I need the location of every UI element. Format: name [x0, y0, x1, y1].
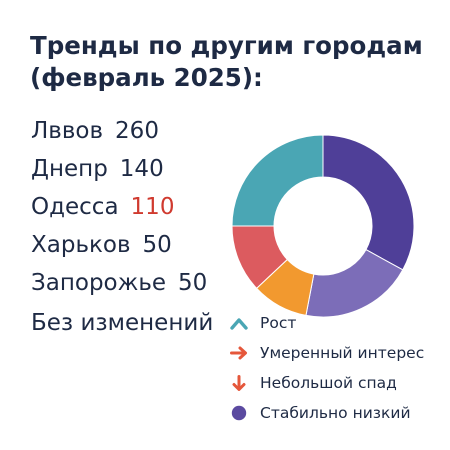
legend-item-decline: Небольшой спад [230, 368, 445, 398]
legend: Рост Умеренный интерес Небольшой спад Ст… [230, 308, 445, 428]
city-name: Лввов [31, 118, 104, 144]
city-name: Запорожье [31, 270, 167, 296]
arrow-right-icon [230, 346, 247, 360]
legend-label: Умеренный интерес [260, 344, 425, 362]
legend-item-growth: Рост [230, 308, 445, 338]
city-value: 140 [119, 156, 164, 182]
page-title: Тренды по другим городам (февраль 2025): [30, 31, 423, 92]
city-name: Днепр [31, 156, 108, 182]
trend-up-icon [230, 318, 248, 330]
city-row-zaporizhzhia: Запорожье 50 [31, 268, 207, 298]
city-name: Одесса [31, 194, 119, 220]
city-value: 50 [142, 232, 172, 258]
legend-item-stable-low: Стабильно низкий [230, 398, 445, 428]
no-change-label: Без изменений [31, 310, 214, 336]
legend-label: Рост [260, 314, 297, 332]
city-value: 50 [178, 270, 208, 296]
city-row-odesa: Одесса 110 [31, 192, 174, 222]
city-row-lviv: Лввов 260 [31, 116, 159, 146]
legend-label: Стабильно низкий [260, 404, 411, 422]
donut-slice-5 [231, 134, 324, 227]
city-row-kharkiv: Харьков 50 [31, 230, 172, 260]
city-value: 260 [115, 118, 159, 144]
circle-icon [231, 405, 247, 421]
donut-slice-1 [322, 134, 415, 271]
city-name: Харьков [31, 232, 131, 258]
city-row-dnipro: Днепр 140 [31, 154, 164, 184]
city-value-highlight: 110 [130, 194, 175, 220]
legend-label: Небольшой спад [260, 374, 397, 392]
arrow-down-icon [232, 375, 246, 391]
legend-item-moderate: Умеренный интерес [230, 338, 445, 368]
